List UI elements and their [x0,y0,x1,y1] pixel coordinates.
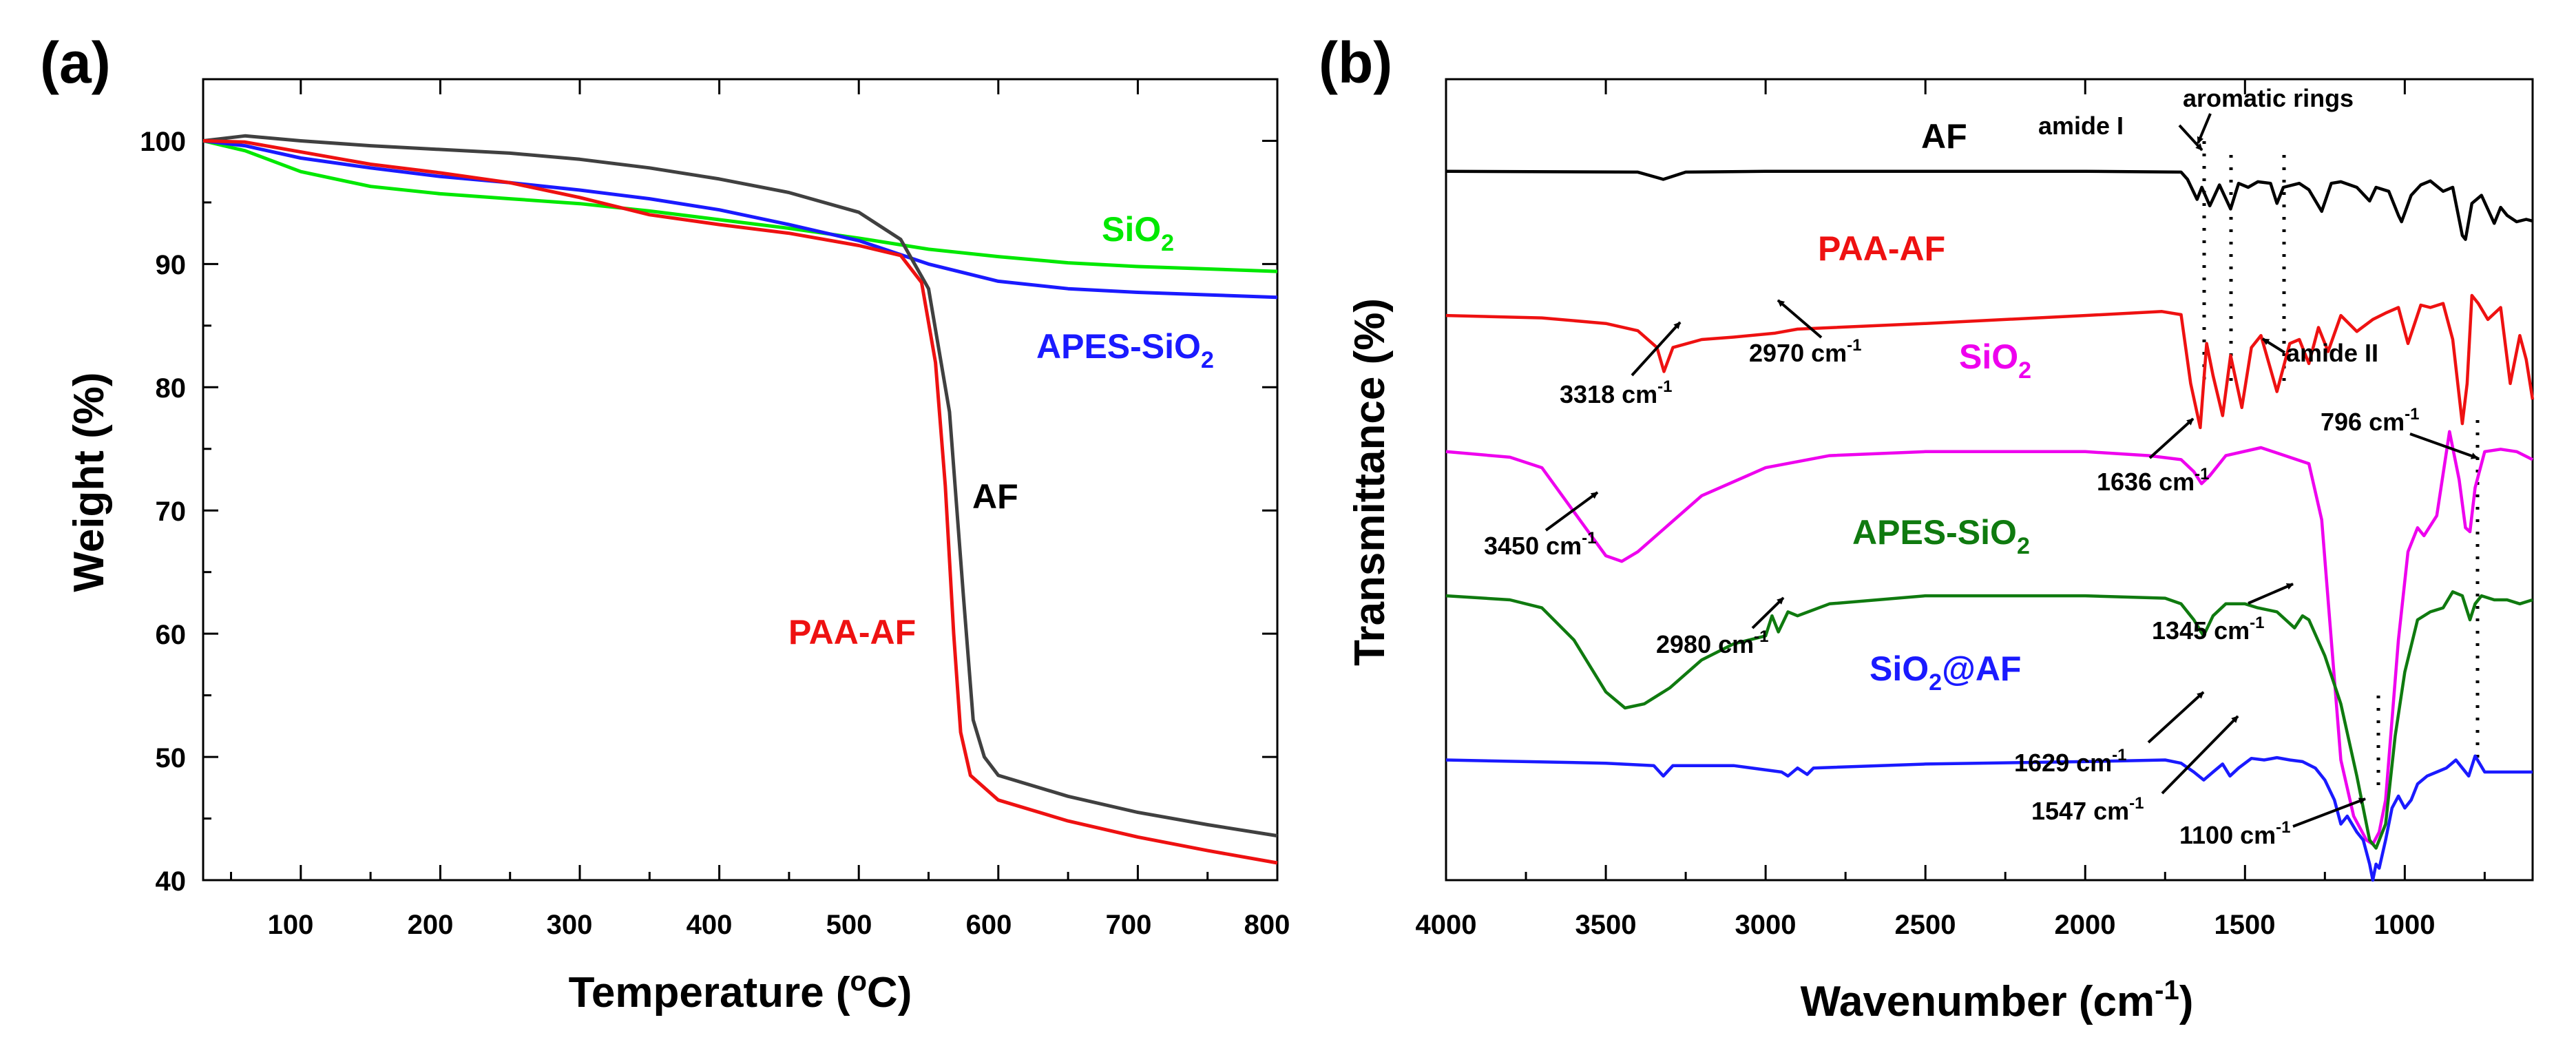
x-tick-label-b: 2000 [2055,910,2116,940]
series-label-af: AF [1921,117,1967,156]
spectrum-apes-sio2 [1445,590,2533,850]
curve-apes-sio2 [202,139,1278,300]
x-axis-ticks-a [203,79,1279,882]
y-tick-label-a: 60 [156,620,187,650]
x-tick-label-b: 1500 [2214,910,2276,940]
y-tick-label-a: 40 [156,866,187,897]
series-label-apes-sio2: APES-SiO2 [1852,513,2030,559]
x-tick-label-a: 800 [1244,910,1290,940]
x-tick-label-a: 200 [408,910,454,940]
arrow-1636 [2148,417,2195,459]
y-tick-label-a: 70 [156,497,187,527]
panel-a-label: (a) [40,30,111,95]
annotation-3450: 3450 cm-1 [1484,529,1596,560]
curve-paa-af [202,139,1278,865]
annotation-aromatic-rings: aromatic rings [2183,84,2354,112]
y-tick-label-a: 90 [156,250,187,280]
x-axis-title-b: Wavenumber (cm-1) [1801,975,2194,1025]
x-tick-label-a: 300 [547,910,593,940]
y-axis-title-b: Transmittance (%) [1346,298,1394,666]
y-tick-label-a: 80 [156,373,187,404]
arrow-3318 [1631,321,1682,377]
spectrum-sio2-af [1445,754,2533,882]
annotation-1345: 1345 cm-1 [2152,614,2264,645]
annotation-2970: 2970 cm-1 [1749,336,1861,367]
series-label-apes-sio2: APES-SiO2 [1036,327,1214,373]
annotation-amide-1: amide I [2038,112,2124,140]
annotation-1547: 1547 cm-1 [2031,794,2144,825]
annotation-796: 796 cm-1 [2321,405,2419,436]
ftir-curves [1445,169,2535,882]
tga-panel: (a) 100 200 300 400 500 600 700 800 40 5… [40,30,1290,1016]
series-label-sio2: SiO2 [1959,337,2031,384]
annotation-1629: 1629 cm-1 [2014,746,2126,777]
series-label-paa-af: PAA-AF [788,613,916,651]
tga-curves [202,134,1278,865]
series-label-sio2: SiO2 [1102,210,1174,256]
arrow-796 [2409,432,2478,459]
series-label-paa-af: PAA-AF [1818,229,1945,268]
plot-frame-b [1445,78,2534,882]
spectrum-paa-af [1445,293,2535,430]
curve-sio2 [202,139,1278,273]
x-tick-label-a: 600 [966,910,1012,940]
arrow-1100 [2292,797,2366,828]
x-tick-label-a: 500 [826,910,872,940]
arrow-amide-1 [2178,124,2203,152]
annotation-1100: 1100 cm-1 [2179,818,2290,849]
arrow-amide-2 [2261,337,2286,354]
x-tick-label-b: 3500 [1575,910,1637,940]
plot-frame-a [202,78,1279,882]
x-tick-label-b: 4000 [1416,910,1477,940]
x-tick-label-b: 1000 [2374,910,2436,940]
spectrum-sio2 [1445,430,2534,846]
arrow-2970 [1777,299,1823,339]
arrow-2980 [1751,596,1785,629]
arrow-1629 [2147,691,2205,744]
x-tick-label-b: 3000 [1735,910,1797,940]
annotation-1636: 1636 cm-1 [2097,465,2209,496]
x-axis-ticks-b [1445,79,2486,880]
x-tick-label-b: 2500 [1895,910,1956,940]
series-label-sio2-af: SiO2@AF [1870,649,2021,696]
arrow-3450 [1544,491,1599,532]
spectrum-af [1445,169,2533,241]
arrow-1345 [2248,583,2294,605]
arrow-aromatic-rings [2197,113,2212,144]
x-tick-label-a: 100 [268,910,314,940]
x-tick-label-a: 700 [1106,910,1152,940]
y-tick-label-a: 50 [156,743,187,773]
x-tick-label-a: 400 [687,910,733,940]
panel-b-label: (b) [1319,30,1392,95]
annotation-3318: 3318 cm-1 [1560,377,1672,408]
annotation-2980: 2980 cm-1 [1656,627,1768,658]
x-axis-title-a: Temperature (oC) [569,966,912,1016]
y-tick-label-a: 100 [140,127,186,157]
y-axis-title-a: Weight (%) [65,372,113,592]
series-label-af: AF [972,477,1018,516]
curve-af [202,134,1278,838]
ftir-panel: (b) 4000 3500 3000 2500 2000 1500 1000 W… [1319,30,2535,1025]
arrow-1547 [2161,715,2239,795]
annotation-amide-2: amide II [2286,339,2378,367]
